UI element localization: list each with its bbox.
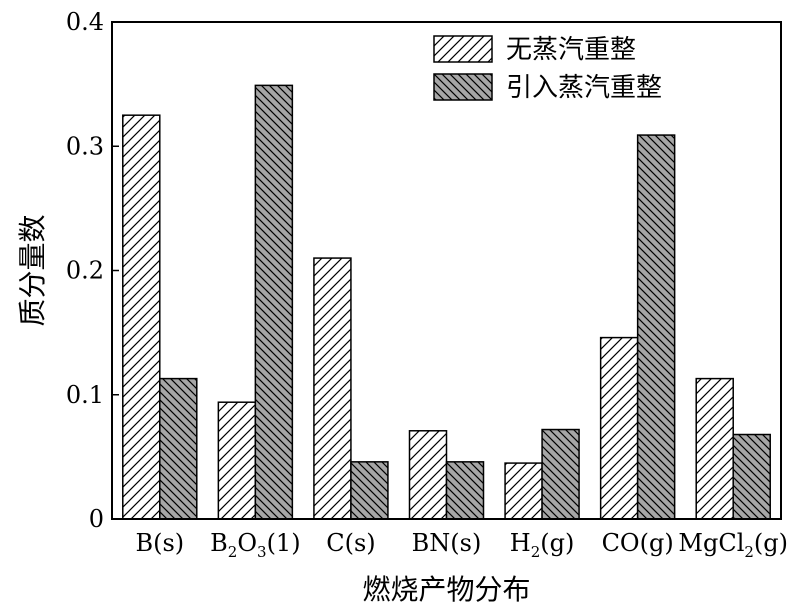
bar-no-steam-5 — [599, 336, 639, 520]
bar-no-steam-4 — [504, 462, 543, 520]
bar-steam-4 — [541, 428, 580, 520]
bar-no-steam-0 — [122, 114, 161, 520]
legend-label: 引入蒸汽重整 — [506, 73, 662, 103]
bar-steam-6 — [732, 433, 771, 520]
bar-no-steam-3 — [408, 430, 448, 520]
plot-frame — [111, 21, 782, 520]
legend-label: 无蒸汽重整 — [506, 35, 636, 65]
x-tick-label: MgCl2(g) — [678, 529, 788, 561]
x-tick-label: CO(g) — [602, 529, 674, 557]
bar-no-steam-1 — [217, 401, 257, 520]
bar-no-steam-2 — [313, 257, 352, 520]
y-tick-label: 0 — [89, 505, 104, 533]
y-axis-title: 质分量数 — [16, 214, 49, 326]
x-tick-label: B(s) — [135, 529, 184, 557]
y-tick-label: 0.3 — [66, 132, 104, 160]
x-axis-title: 燃烧产物分布 — [362, 573, 530, 606]
y-tick-label: 0.4 — [66, 8, 104, 36]
x-tick-label: BN(s) — [412, 529, 482, 557]
bar-steam-1 — [254, 84, 294, 520]
bars-group — [122, 84, 771, 520]
x-tick-label: C(s) — [326, 529, 375, 557]
bar-no-steam-6 — [695, 377, 734, 520]
y-tick-label: 0.1 — [66, 381, 104, 409]
y-tick-label: 0.2 — [66, 257, 104, 285]
bar-steam-0 — [159, 377, 198, 520]
bar-steam-5 — [636, 134, 676, 520]
x-axis-ticks: B(s) B2O3(1) C(s) BN(s) H2(g) CO(g) MgCl2(g) — [135, 529, 788, 561]
x-tick-label: B2O3(1) — [210, 529, 300, 561]
bar-steam-2 — [350, 461, 389, 520]
legend-swatch — [433, 73, 493, 101]
legend-swatch — [433, 35, 493, 63]
x-tick-label: H2(g) — [510, 529, 575, 561]
bar-steam-3 — [445, 461, 485, 520]
y-axis-ticks: 0 0.1 0.2 0.3 0.4 — [66, 8, 119, 533]
